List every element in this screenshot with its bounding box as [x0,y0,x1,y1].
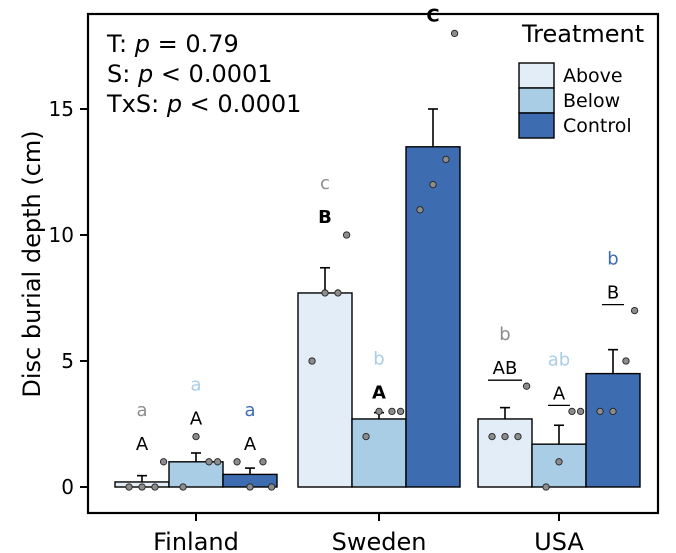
significance-letter-upper-case: A [372,383,386,404]
bar [351,418,407,488]
significance-letter-lower-case: a [190,375,201,396]
data-point [179,483,187,491]
bar [297,292,353,488]
significance-letter-upper-case: A [136,434,149,455]
significance-letter-lower-case: a [244,400,255,421]
data-points [125,29,639,491]
significance-letters: AaBcABbAaAbAabAaCcBb [136,5,624,455]
data-point [342,231,351,239]
data-point [442,155,450,164]
data-point [334,289,342,297]
data-point [246,483,254,491]
legend-swatch [518,112,555,139]
data-point [622,357,630,365]
significance-letter-lower-case: ab [548,349,570,370]
data-point [321,289,329,297]
significance-letter-upper-case: B [318,207,332,228]
plot-panel [86,12,660,515]
data-point [259,458,267,466]
significance-letter-upper-case: C [426,5,439,26]
y-axis: 0 5 10 15 [49,97,88,499]
bar [405,146,461,488]
legend-label: Below [563,90,620,112]
data-point [205,458,213,466]
significance-letter-upper-case: B [607,283,619,304]
stats-line: TxS: p < 0.0001 [106,90,301,118]
x-axis: Finland Sweden USA [153,513,584,553]
data-point [429,180,437,189]
x-tick-label: Finland [153,528,239,553]
y-tick-label: 0 [61,475,74,499]
bar [168,461,224,488]
data-point [233,458,241,466]
data-point [267,483,276,491]
significance-letter-upper-case: A [190,409,203,430]
significance-letter-lower-case: c [320,173,330,194]
data-point [192,432,200,441]
legend-label: Above [563,65,623,87]
data-point [388,407,396,416]
x-tick-label: Sweden [332,528,427,553]
significance-letter-lower-case: b [607,249,618,270]
y-tick-label: 5 [61,349,74,373]
data-point [151,483,159,491]
data-point [159,458,168,466]
significance-letter-lower-case: b [373,349,384,370]
data-point [125,483,133,491]
significance-letter-upper-case: A [244,434,257,455]
error-bars [137,108,618,482]
bar [531,443,587,488]
y-tick-label: 15 [49,97,74,121]
significance-letter-upper-case: AB [493,358,518,379]
data-point [362,432,370,441]
legend-swatch [518,62,555,89]
data-point [568,407,576,416]
x-tick-label: USA [534,528,584,553]
data-point [488,432,496,441]
bar [477,418,533,488]
legend-label: Control [563,115,632,137]
legend: Treatment Above Below Control [518,20,644,139]
bar [585,372,641,488]
legend-swatch [518,87,555,114]
data-point [630,306,639,315]
legend-title: Treatment [521,20,644,48]
data-point [375,407,383,416]
data-point [609,407,617,416]
stats-line: S: p < 0.0001 [107,60,273,88]
data-point [596,407,604,416]
data-point [555,458,563,466]
data-point [501,432,509,441]
significance-letter-lower-case: b [499,324,510,345]
data-point [514,432,522,441]
data-point [416,206,424,214]
data-point [522,382,531,390]
data-point [542,483,550,491]
data-point [576,407,585,416]
stats-line: T: p = 0.79 [106,30,239,58]
data-point [213,458,222,466]
y-tick-label: 10 [49,223,74,247]
significance-letter-lower-case: a [136,400,147,421]
data-point [138,483,146,491]
y-axis-label: Disc burial depth (cm) [18,130,46,397]
significance-letter-upper-case: A [553,383,566,404]
data-point [396,407,405,416]
bars [114,146,641,488]
data-point [450,29,459,38]
data-point [308,357,316,365]
